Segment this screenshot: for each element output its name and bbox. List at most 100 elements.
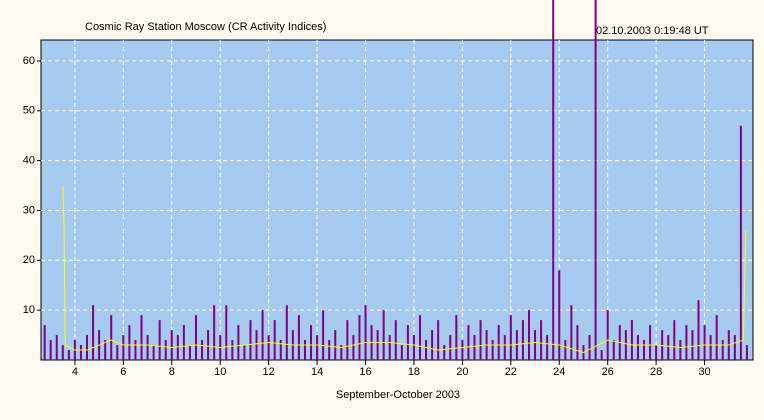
- bar: [649, 325, 652, 360]
- bar: [146, 335, 149, 360]
- bar: [297, 315, 300, 360]
- bar: [128, 325, 131, 360]
- bar: [340, 345, 343, 360]
- bar: [61, 345, 64, 360]
- bar: [624, 330, 627, 360]
- bar: [322, 310, 325, 360]
- bar: [279, 340, 282, 360]
- bar: [612, 340, 615, 360]
- bar: [709, 335, 712, 360]
- bar: [164, 340, 167, 360]
- y-tick-label: 60: [23, 55, 35, 67]
- bar: [479, 320, 482, 360]
- bar: [425, 340, 428, 360]
- bar: [503, 335, 506, 360]
- x-tick-label: 10: [214, 366, 226, 378]
- bar: [249, 320, 252, 360]
- bar: [213, 305, 216, 360]
- y-tick-label: 10: [23, 304, 35, 316]
- bar: [540, 320, 543, 360]
- bar: [594, 0, 597, 361]
- bar: [715, 315, 718, 360]
- bar: [388, 335, 391, 360]
- bar: [733, 335, 736, 360]
- bar: [527, 310, 530, 360]
- bar: [92, 305, 95, 360]
- bar: [534, 330, 537, 360]
- bar: [79, 345, 82, 360]
- bar: [285, 305, 288, 360]
- bar: [328, 340, 331, 360]
- bar: [122, 335, 125, 360]
- x-tick-label: 24: [553, 366, 565, 378]
- bar: [576, 325, 579, 360]
- bar: [703, 325, 706, 360]
- x-tick-label: 4: [72, 366, 78, 378]
- bar: [158, 320, 161, 360]
- bar: [558, 270, 561, 360]
- bar: [346, 320, 349, 360]
- bar: [334, 330, 337, 360]
- bar: [176, 335, 179, 360]
- bar: [358, 315, 361, 360]
- bar: [588, 335, 591, 360]
- bar: [352, 335, 355, 360]
- bar: [376, 330, 379, 360]
- bar: [437, 320, 440, 360]
- bar: [255, 330, 258, 360]
- bar: [49, 340, 52, 360]
- x-tick-label: 12: [263, 366, 275, 378]
- bar: [273, 320, 276, 360]
- bar: [521, 320, 524, 360]
- bar: [261, 310, 264, 360]
- x-axis-label: September-October 2003: [336, 389, 460, 401]
- bar: [134, 340, 137, 360]
- y-tick-label: 50: [23, 105, 35, 117]
- bar: [55, 335, 58, 360]
- bar: [655, 345, 658, 360]
- bar: [188, 345, 191, 360]
- chart-title: Cosmic Ray Station Moscow (CR Activity I…: [85, 21, 326, 33]
- bar: [515, 330, 518, 360]
- bar: [400, 345, 403, 360]
- bar: [449, 335, 452, 360]
- x-tick-label: 16: [359, 366, 371, 378]
- bar: [231, 340, 234, 360]
- bar: [67, 350, 70, 360]
- bar: [110, 315, 113, 360]
- bar: [267, 335, 270, 360]
- bar: [303, 340, 306, 360]
- timestamp: 02.10.2003 0:19:48 UT: [596, 25, 709, 37]
- bar: [140, 315, 143, 360]
- bar: [497, 325, 500, 360]
- bar: [491, 340, 494, 360]
- bar: [116, 345, 119, 360]
- x-tick-label: 6: [120, 366, 126, 378]
- y-tick-label: 40: [23, 155, 35, 167]
- bar: [310, 325, 313, 360]
- bar: [419, 315, 422, 360]
- bar: [673, 320, 676, 360]
- x-tick-label: 26: [602, 366, 614, 378]
- x-tick-label: 22: [505, 366, 517, 378]
- bar: [606, 310, 609, 360]
- bar: [406, 325, 409, 360]
- bar: [691, 330, 694, 360]
- bar: [630, 320, 633, 360]
- bar: [745, 345, 748, 360]
- x-tick-label: 8: [169, 366, 175, 378]
- bar: [104, 340, 107, 360]
- bar: [661, 330, 664, 360]
- bar: [86, 335, 89, 360]
- bar: [564, 340, 567, 360]
- bar: [667, 335, 670, 360]
- bar: [364, 305, 367, 360]
- bar: [243, 345, 246, 360]
- line: [62, 185, 747, 354]
- x-tick-label: 14: [311, 366, 323, 378]
- bar: [194, 315, 197, 360]
- bar: [685, 325, 688, 360]
- bar: [225, 305, 228, 360]
